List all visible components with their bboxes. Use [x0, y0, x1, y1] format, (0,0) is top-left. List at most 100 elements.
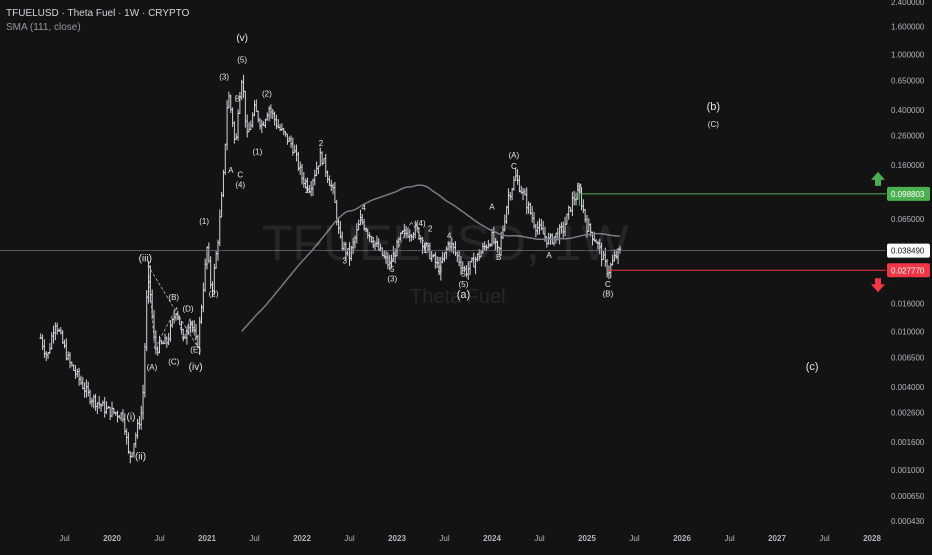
arrow-down-icon	[871, 278, 885, 293]
chart-title: TFUELUSD · Theta Fuel · 1W · CRYPTO	[6, 8, 190, 19]
wave-label: (B)	[603, 289, 614, 298]
wave-label: (b)	[707, 101, 720, 113]
triangle-leg	[176, 307, 184, 342]
wave-label: (i)	[127, 412, 136, 423]
wave-label: (C)	[168, 357, 179, 366]
y-tick-label: 0.001600	[891, 438, 925, 447]
y-tick-label: 0.000650	[891, 492, 925, 501]
wave-label: C	[605, 280, 611, 289]
wave-label: (v)	[236, 33, 248, 44]
wave-label: (5)	[237, 55, 247, 64]
wave-label: (E)	[190, 345, 201, 354]
x-tick-label: Jul	[59, 534, 69, 543]
y-tick-label: 0.160000	[891, 161, 925, 170]
wave-label: (3)	[387, 275, 397, 284]
wave-label: (3)	[219, 73, 229, 82]
x-tick-label: Jul	[819, 534, 829, 543]
target-up-tag: 0.098803	[891, 190, 925, 199]
wave-label: A	[546, 251, 552, 260]
y-tick-label: 0.065000	[891, 215, 925, 224]
wave-label: (A)	[509, 151, 520, 160]
y-tick-label: 0.004000	[891, 383, 925, 392]
wave-label: 2	[319, 139, 324, 148]
wave-label: (2)	[209, 289, 219, 298]
x-tick-label: 2020	[103, 534, 121, 543]
y-tick-label: 0.016000	[891, 299, 925, 308]
y-tick-label: 0.006500	[891, 354, 925, 363]
wave-label: 3	[343, 257, 348, 266]
triangle-leg	[147, 265, 198, 347]
y-tick-label: 0.650000	[891, 77, 925, 86]
target-down-tag: 0.027770	[891, 266, 925, 275]
x-tick-label: Jul	[249, 534, 259, 543]
annotations-layer: (v)(5)(3)(2)B(1)A C(4)2143(4)2415(3)35(5)…	[127, 33, 819, 462]
x-tick-label: 2024	[483, 534, 501, 543]
wave-label: (A)	[147, 363, 158, 372]
wave-label: B	[235, 94, 240, 103]
wave-label: (5)	[459, 280, 469, 289]
wave-label: (1)	[199, 217, 209, 226]
wave-label: (ii)	[135, 451, 146, 462]
wave-label: C	[237, 170, 243, 179]
wave-label: 5	[390, 265, 395, 274]
indicator-legend[interactable]: SMA (111, close)	[6, 22, 81, 33]
x-tick-label: Jul	[534, 534, 544, 543]
x-tick-label: 2028	[863, 534, 881, 543]
wave-label: (2)	[262, 89, 272, 98]
sma-line	[241, 184, 620, 332]
wave-label: 3	[438, 265, 443, 274]
x-tick-label: Jul	[344, 534, 354, 543]
x-tick-label: 2021	[198, 534, 216, 543]
last-price-tag: 0.038490	[891, 247, 925, 256]
target-up-tag-bg	[887, 186, 930, 201]
y-tick-label: 0.002600	[891, 409, 925, 418]
axis-layer: 2.400000 1.600000 1.000000 0.650000 0.400000…	[59, 0, 930, 543]
wave-label: 4	[447, 232, 452, 241]
triangle-leg	[182, 318, 191, 342]
wave-leg	[360, 218, 390, 266]
y-tick-label: 2.400000	[891, 0, 925, 7]
wave-label: B	[496, 253, 501, 262]
wave-label: 2	[428, 224, 433, 233]
wave-label: (a)	[457, 289, 470, 301]
wave-label: 4	[362, 203, 367, 212]
y-tick-label: 0.400000	[891, 106, 925, 115]
wave-label: (4)	[235, 180, 245, 189]
wave-label: (B)	[168, 293, 179, 302]
x-tick-label: Jul	[154, 534, 164, 543]
wave-label: A	[489, 203, 495, 212]
x-tick-label: 2027	[768, 534, 786, 543]
y-tick-label: 0.001000	[891, 466, 925, 475]
y-tick-label: 1.600000	[891, 22, 925, 31]
wave-label: (c)	[806, 361, 819, 373]
sma-layer	[241, 184, 620, 332]
arrow-up-icon	[871, 171, 885, 186]
wave-label: 5	[461, 270, 466, 279]
wave-label: 1	[423, 246, 428, 255]
wave-label: (C)	[708, 120, 719, 129]
triangle-leg	[154, 307, 177, 350]
x-tick-label: 2022	[293, 534, 311, 543]
wave-leg	[410, 221, 431, 252]
wave-label: (1)	[252, 148, 262, 157]
wave-label: A	[228, 166, 234, 175]
x-tick-label: Jul	[724, 534, 734, 543]
x-tick-label: 2023	[388, 534, 406, 543]
wave-leg	[389, 221, 412, 266]
wave-label: 1	[305, 186, 310, 195]
x-tick-label: Jul	[629, 534, 639, 543]
candles-layer	[39, 74, 622, 464]
last-price-tag-bg	[887, 243, 930, 258]
wave-label: (iii)	[139, 254, 152, 265]
wave-label: (D)	[182, 304, 193, 313]
target-down-tag-bg	[887, 263, 930, 278]
x-tick-label: 2025	[578, 534, 596, 543]
wave-label: (4)	[416, 219, 426, 228]
x-tick-label: Jul	[439, 534, 449, 543]
y-tick-label: 0.010000	[891, 328, 925, 337]
x-tick-label: 2026	[673, 534, 691, 543]
wave-label: (iv)	[189, 362, 203, 373]
wave-label: C	[511, 162, 517, 171]
